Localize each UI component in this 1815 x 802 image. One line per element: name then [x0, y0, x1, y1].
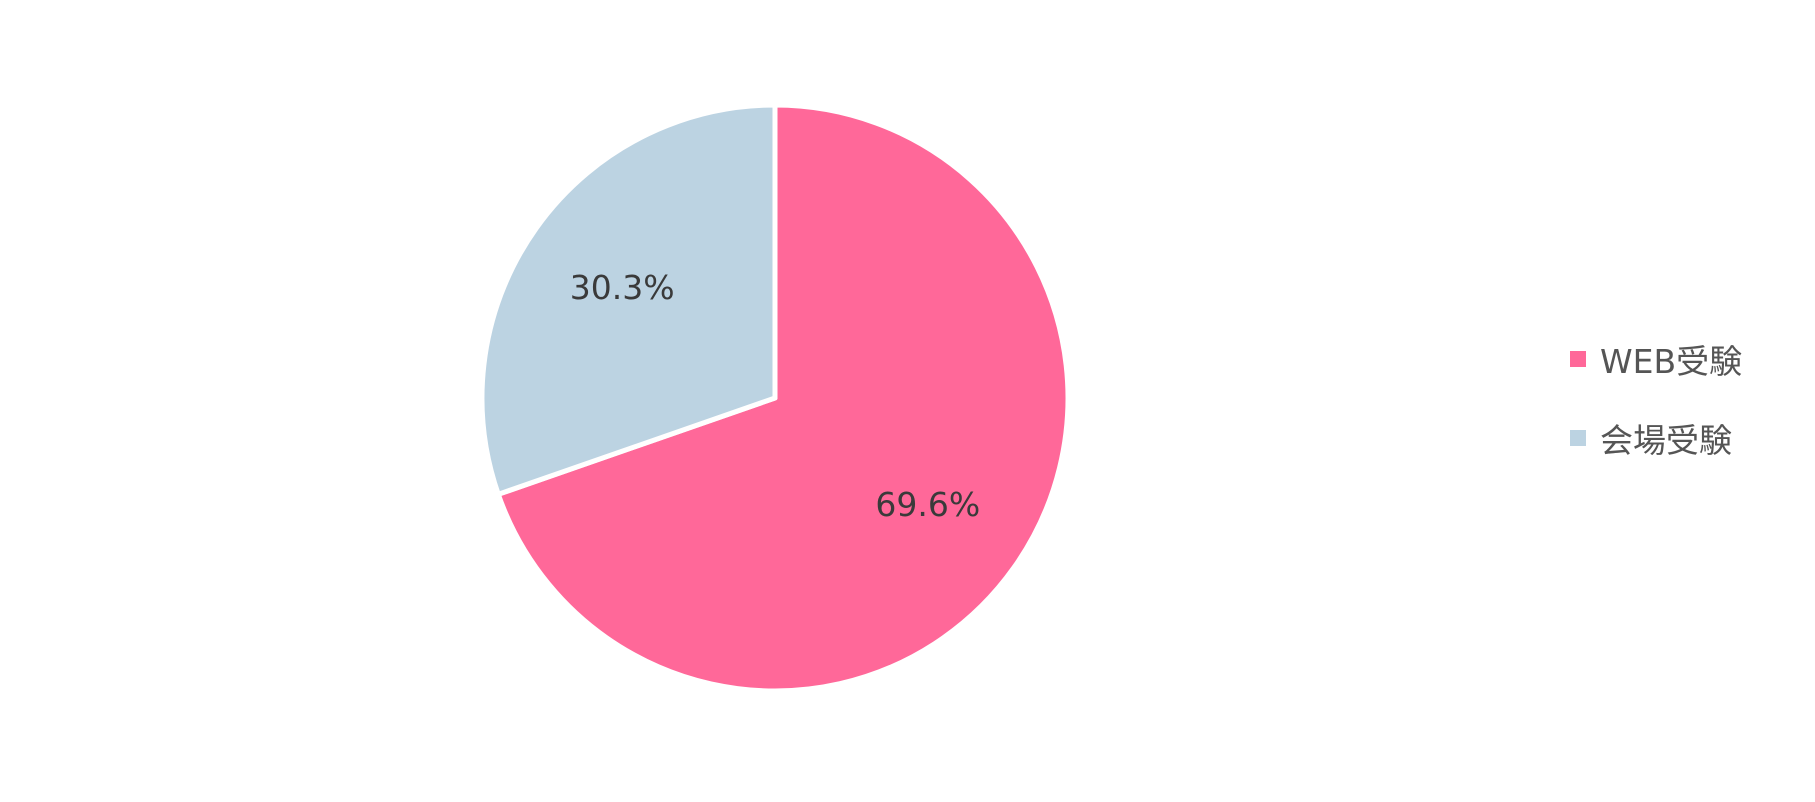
legend-item-venue[interactable]: 会場受験: [1570, 413, 1742, 463]
legend-label-venue: 会場受験: [1600, 421, 1732, 460]
legend-item-web[interactable]: WEB受験: [1570, 334, 1742, 384]
pie-slice-venue[interactable]: [479, 102, 778, 497]
legend-label-web: WEB受験: [1600, 342, 1743, 381]
pie-slice-web[interactable]: [495, 102, 1071, 694]
legend-swatch-web: [1570, 351, 1586, 367]
legend: WEB受験 会場受験: [1570, 334, 1742, 492]
slice-label-web: 69.6%: [875, 485, 980, 524]
slice-label-venue: 30.3%: [570, 268, 675, 307]
legend-swatch-venue: [1570, 430, 1586, 446]
